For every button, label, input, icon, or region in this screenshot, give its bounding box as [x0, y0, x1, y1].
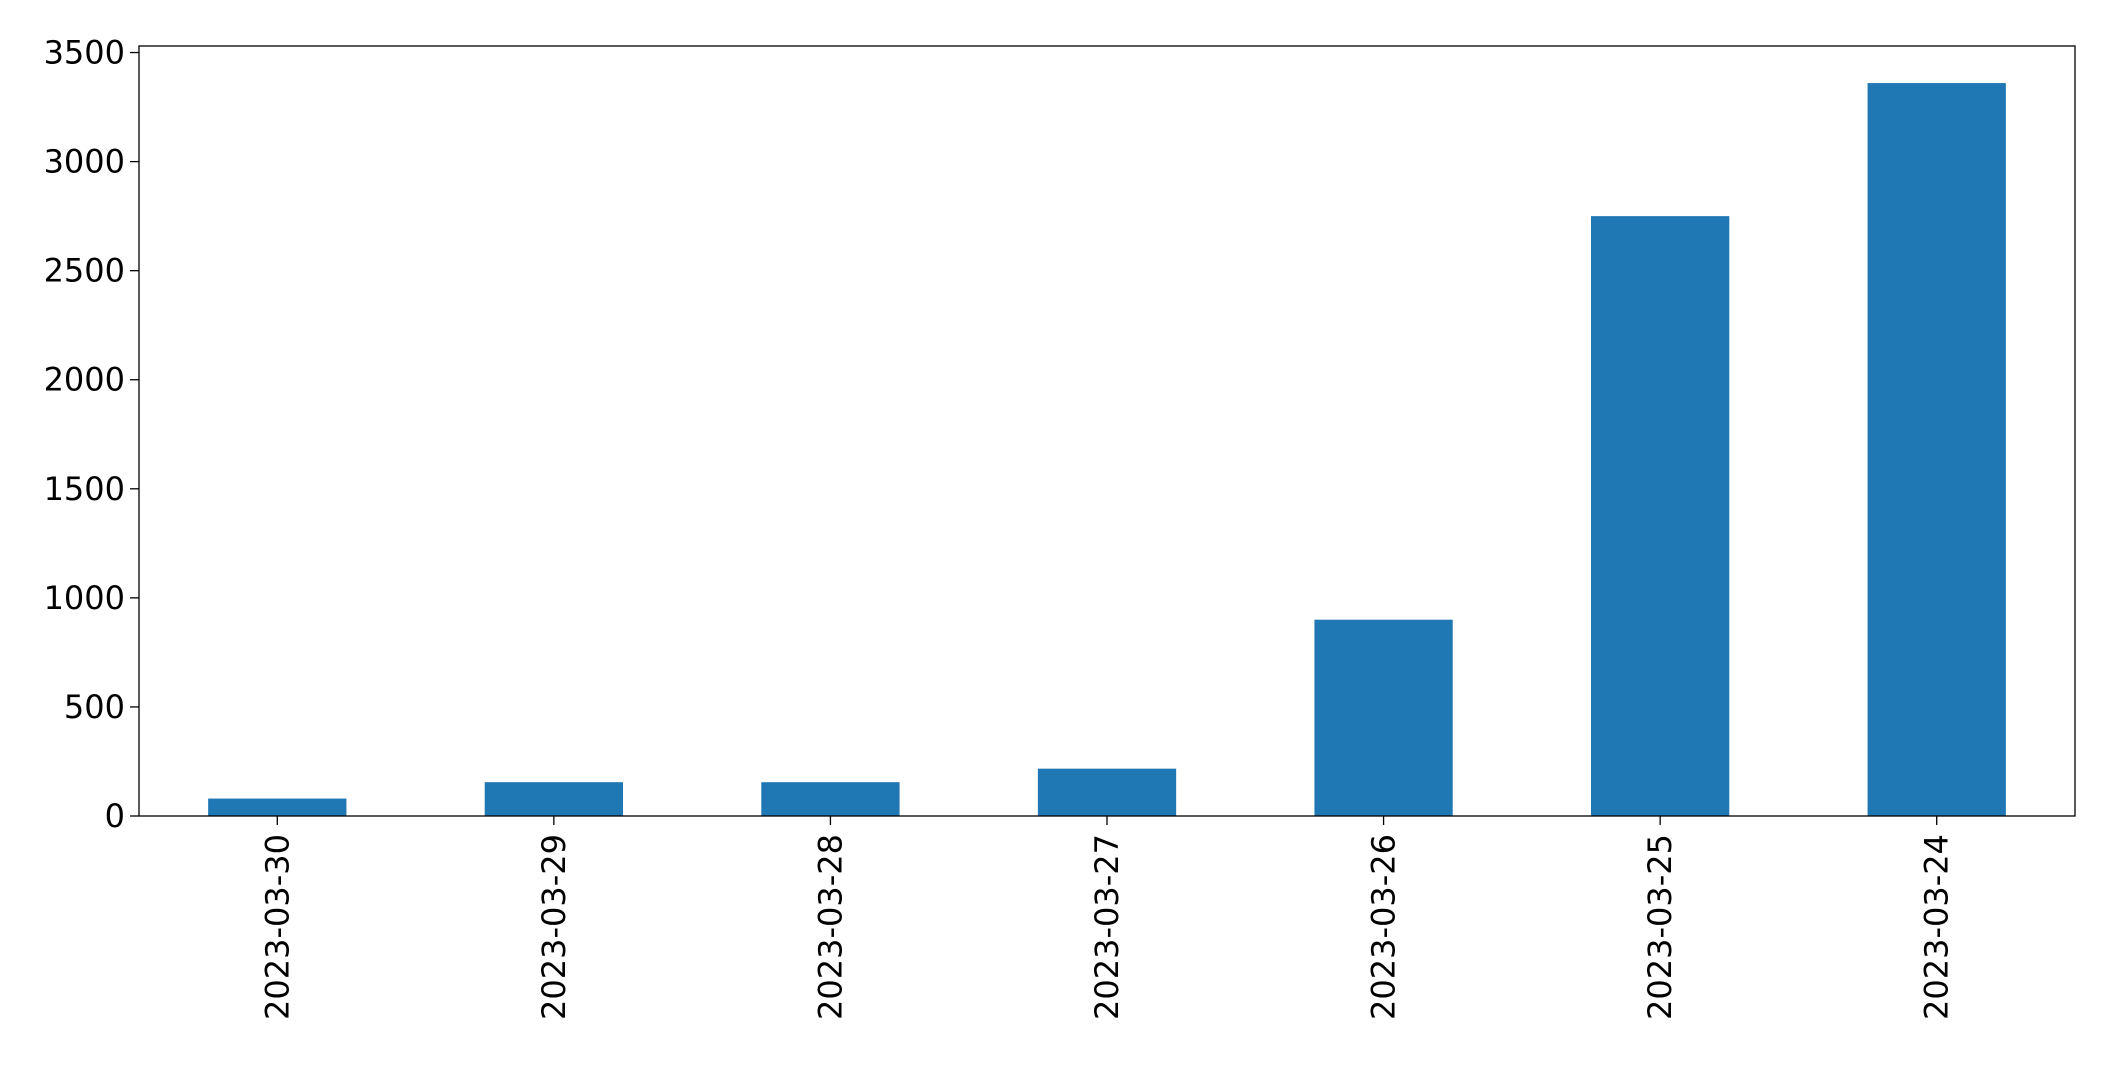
x-tick-label: 2023-03-30 [258, 834, 296, 1020]
y-tick-label: 2500 [44, 252, 125, 290]
bar [1037, 768, 1177, 816]
x-tick-label: 2023-03-28 [811, 834, 849, 1020]
x-tick-label: 2023-03-25 [1641, 834, 1679, 1020]
x-tick-label: 2023-03-27 [1088, 834, 1126, 1020]
y-tick-label: 1000 [44, 579, 125, 617]
x-tick-label: 2023-03-24 [1918, 834, 1956, 1020]
bar [1314, 619, 1453, 816]
bar [1867, 83, 2006, 816]
y-tick-label: 1500 [44, 470, 125, 508]
y-tick-label: 3000 [44, 143, 125, 181]
y-tick-label: 3500 [44, 34, 125, 72]
y-tick-label: 2000 [44, 361, 125, 399]
bar [761, 782, 900, 816]
plot-frame [138, 45, 2076, 817]
y-tick-label: 0 [105, 797, 125, 835]
bar [484, 782, 623, 816]
x-tick-label: 2023-03-29 [535, 834, 573, 1020]
y-tick-label: 500 [64, 688, 125, 726]
bar [1591, 216, 1730, 816]
bar [208, 798, 347, 816]
x-tick-label: 2023-03-26 [1365, 834, 1403, 1020]
